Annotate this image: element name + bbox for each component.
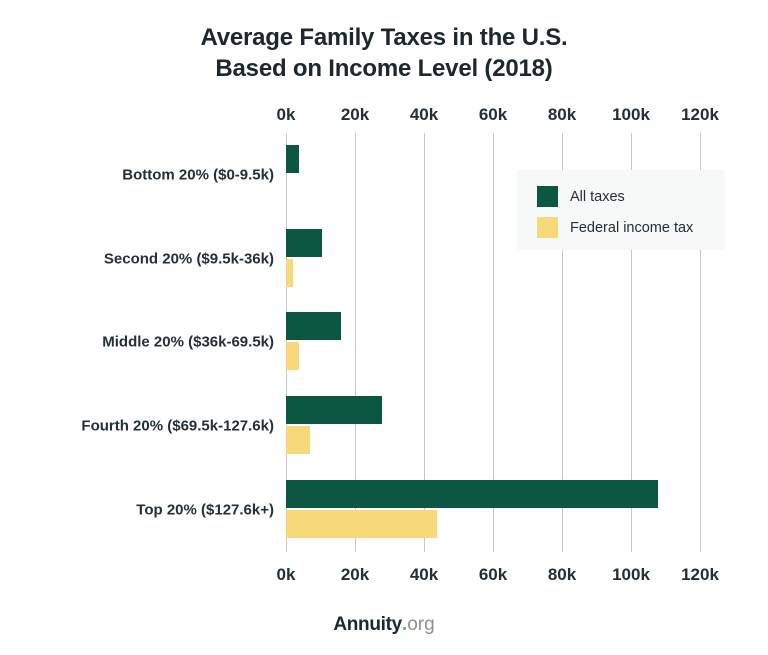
x-tick-label-120k: 120k bbox=[681, 105, 719, 124]
bar-federal-income-tax[interactable] bbox=[286, 258, 293, 287]
bar-all-taxes[interactable] bbox=[286, 396, 382, 425]
bar-group bbox=[286, 144, 700, 206]
category-label: Second 20% ($9.5k-36k) bbox=[103, 250, 274, 268]
gridline-60k bbox=[493, 133, 494, 552]
x-tick-label-60k: 60k bbox=[478, 565, 508, 584]
brand-name: Annuity bbox=[333, 614, 402, 635]
bar-row: Middle 20% ($36k-69.5k) bbox=[0, 301, 768, 385]
bar-group bbox=[286, 228, 700, 290]
bar-group bbox=[286, 395, 700, 457]
bar-all-taxes[interactable] bbox=[286, 144, 300, 173]
bar-group bbox=[286, 479, 700, 541]
x-axis-top: 0k 20k 40k 60k 80k 100k 120k bbox=[277, 105, 719, 125]
brand-dot-icon: . bbox=[401, 614, 408, 635]
gridline-40k bbox=[424, 133, 425, 552]
legend-item-federal-income-tax[interactable]: Federal income tax bbox=[537, 217, 693, 238]
chart-title-line-1: Average Family Taxes in the U.S. bbox=[200, 24, 568, 51]
gridline-20k bbox=[355, 133, 356, 552]
bar-rows: Bottom 20% ($0-9.5k) Second 20% ($9.5k-36… bbox=[0, 133, 768, 552]
x-tick-label-120k: 120k bbox=[681, 565, 719, 584]
chart-legend: All taxes Federal income tax bbox=[517, 170, 725, 250]
bar-all-taxes[interactable] bbox=[286, 312, 342, 341]
bar-row: Top 20% ($127.6k+) bbox=[0, 468, 768, 552]
chart-title: Average Family Taxes in the U.S. Based o… bbox=[0, 22, 768, 84]
x-tick-label-100k: 100k bbox=[612, 105, 650, 124]
legend-swatch-icon-all-taxes bbox=[537, 186, 558, 207]
legend-swatch-icon-federal-income-tax bbox=[537, 217, 558, 238]
x-tick-label-0k: 0k bbox=[276, 565, 296, 584]
brand-tld: org bbox=[407, 614, 435, 635]
bar-all-taxes[interactable] bbox=[286, 480, 658, 509]
gridline-120k bbox=[700, 133, 701, 552]
legend-label-federal-income-tax: Federal income tax bbox=[570, 219, 694, 236]
chart-title-line-2: Based on Income Level (2018) bbox=[215, 55, 553, 82]
x-tick-label-40k: 40k bbox=[409, 565, 439, 584]
x-tick-label-80k: 80k bbox=[547, 565, 577, 584]
bar-all-taxes[interactable] bbox=[286, 228, 322, 257]
gridline-80k bbox=[562, 133, 563, 552]
category-label: Fourth 20% ($69.5k-127.6k) bbox=[81, 417, 274, 435]
bar-group bbox=[286, 311, 700, 373]
category-label: Top 20% ($127.6k+) bbox=[136, 501, 274, 519]
x-tick-label-100k: 100k bbox=[612, 565, 650, 584]
x-tick-label-20k: 20k bbox=[340, 105, 370, 124]
legend-label-all-taxes: All taxes bbox=[570, 188, 625, 205]
bar-federal-income-tax[interactable] bbox=[286, 342, 300, 371]
bar-federal-income-tax[interactable] bbox=[286, 426, 311, 455]
x-tick-label-40k: 40k bbox=[409, 105, 439, 124]
x-tick-label-0k: 0k bbox=[276, 105, 296, 124]
bar-federal-income-tax[interactable] bbox=[286, 510, 438, 539]
x-tick-label-60k: 60k bbox=[478, 105, 508, 124]
category-label: Middle 20% ($36k-69.5k) bbox=[102, 333, 274, 351]
x-tick-label-20k: 20k bbox=[340, 565, 370, 584]
legend-item-all-taxes[interactable]: All taxes bbox=[537, 186, 625, 207]
gridline-100k bbox=[631, 133, 632, 552]
bar-row: Bottom 20% ($0-9.5k) bbox=[0, 133, 768, 217]
category-label: Bottom 20% ($0-9.5k) bbox=[122, 166, 274, 184]
bar-row: Fourth 20% ($69.5k-127.6k) bbox=[0, 384, 768, 468]
bar-row: Second 20% ($9.5k-36k) bbox=[0, 217, 768, 301]
x-tick-label-80k: 80k bbox=[547, 105, 577, 124]
x-axis-bottom: 0k 20k 40k 60k 80k 100k 120k bbox=[277, 565, 719, 585]
brand-logo[interactable]: Annuity.org bbox=[0, 614, 768, 636]
